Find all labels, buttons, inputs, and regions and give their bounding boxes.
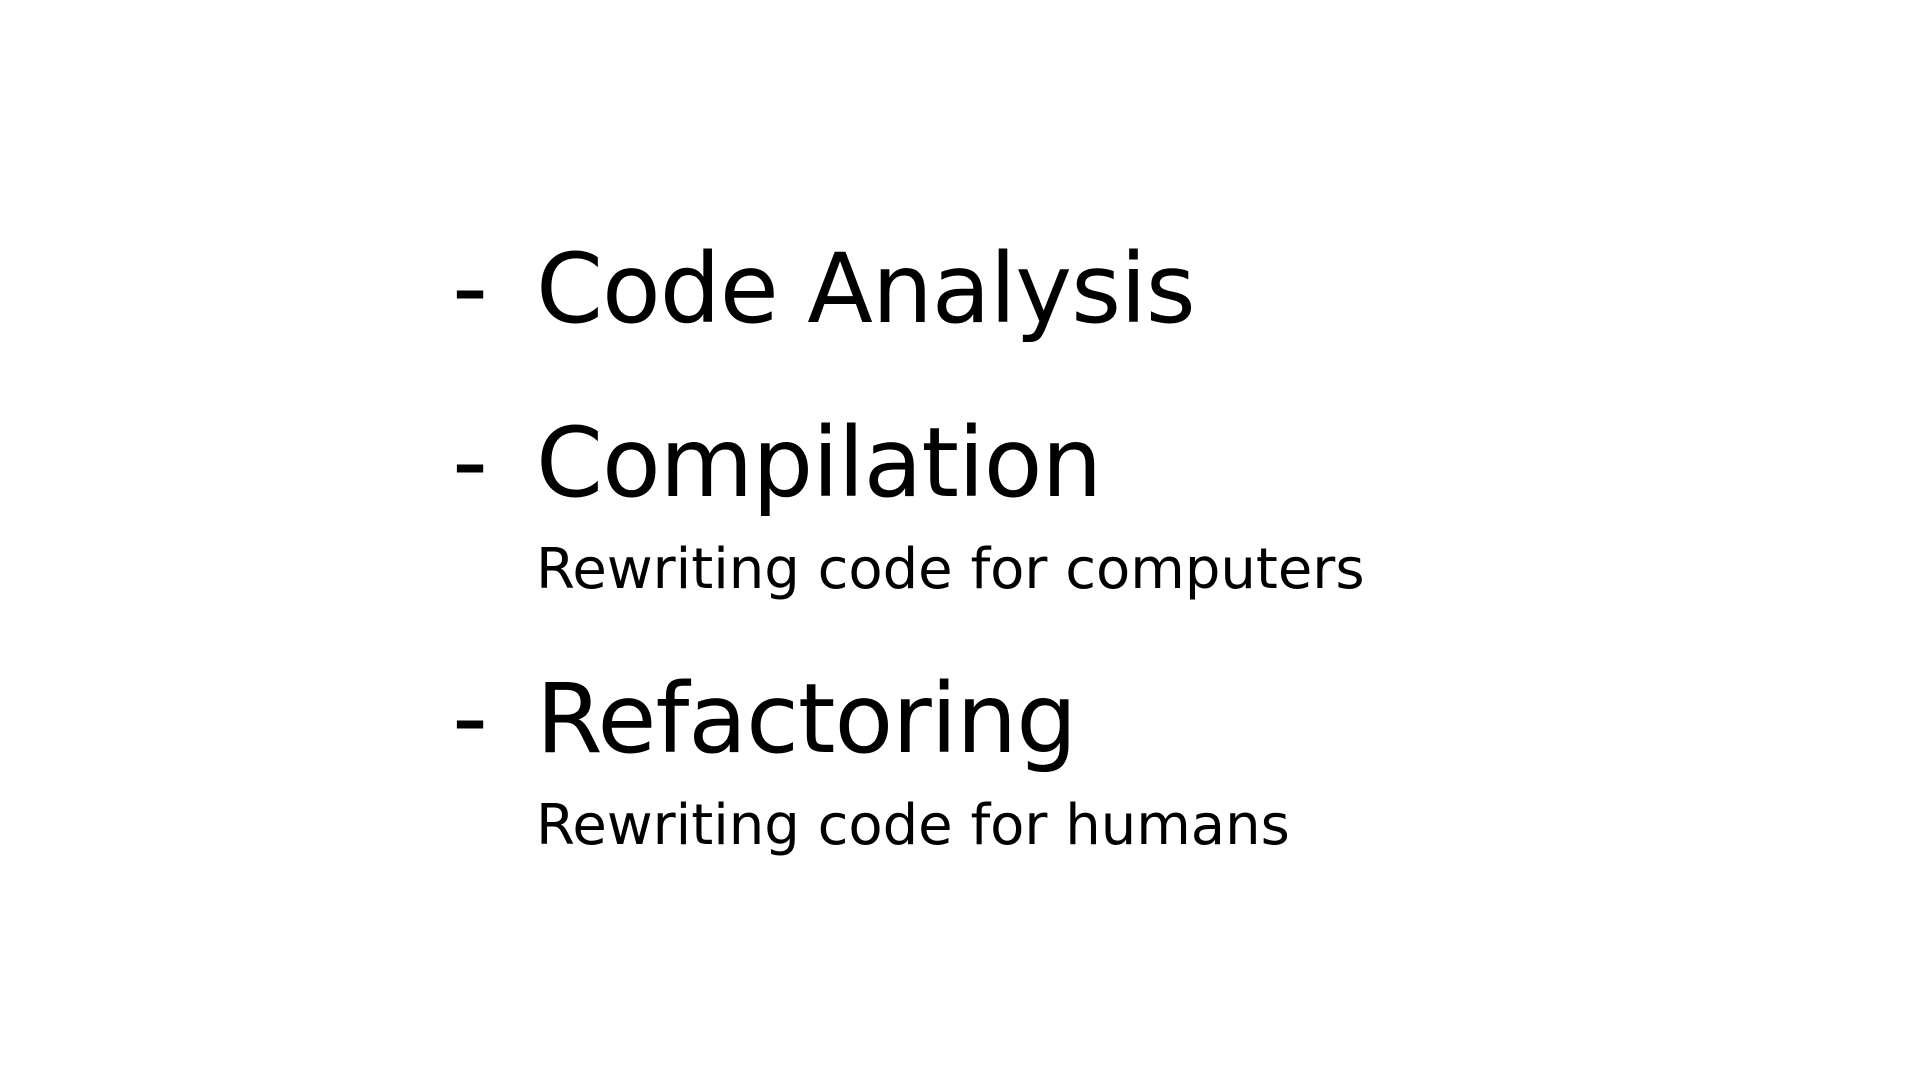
- bullet-subtitle: Rewriting code for humans: [536, 793, 1290, 858]
- bullet-dash: -: [452, 659, 489, 776]
- bullet-title: Compilation: [536, 407, 1102, 519]
- bullet-dash: -: [452, 229, 489, 346]
- bullet-row: - Compilation: [452, 412, 1365, 512]
- bullet-title: Code Analysis: [536, 233, 1196, 345]
- bullet-dash: -: [452, 403, 489, 520]
- bullet-item-code-analysis: - Code Analysis: [452, 229, 1196, 346]
- bullet-subtitle: Rewriting code for computers: [536, 537, 1365, 602]
- bullet-item-compilation: - Compilation Rewriting code for compute…: [452, 412, 1365, 598]
- bullet-row: - Refactoring: [452, 668, 1290, 768]
- bullet-row: - Code Analysis: [452, 229, 1196, 346]
- bullet-item-refactoring: - Refactoring Rewriting code for humans: [452, 668, 1290, 854]
- bullet-title: Refactoring: [536, 663, 1077, 775]
